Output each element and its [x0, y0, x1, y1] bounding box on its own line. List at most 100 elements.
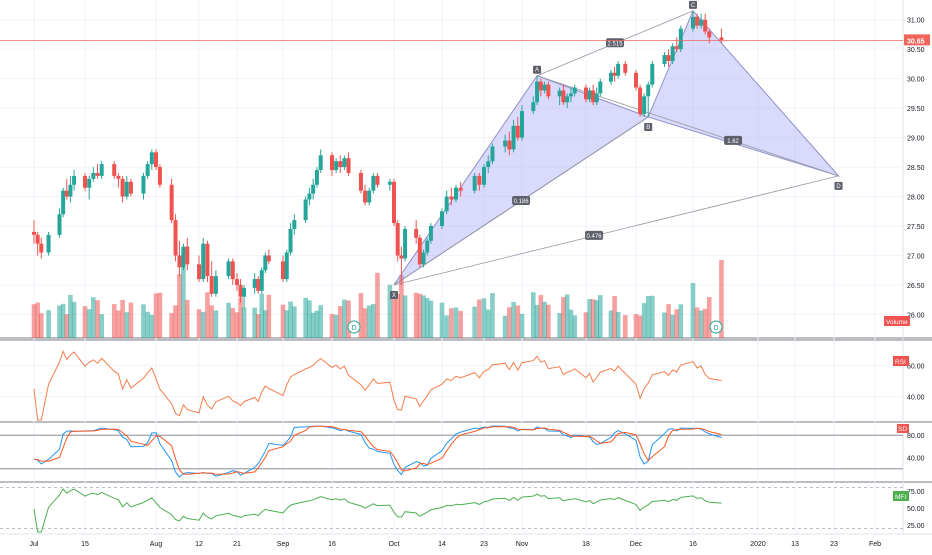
stoch-k-line — [33, 425, 722, 478]
volume-bar — [153, 293, 159, 338]
volume-bar — [337, 306, 343, 338]
candle — [507, 131, 512, 156]
candle-body — [314, 170, 319, 185]
candle — [440, 208, 444, 229]
candle — [503, 134, 508, 153]
event-marker[interactable]: D — [347, 320, 361, 334]
volume-bar — [91, 297, 96, 338]
time-tick-label: 16 — [328, 541, 336, 548]
candle-body — [124, 181, 129, 197]
volume-bar — [333, 314, 339, 338]
volume-bar — [568, 309, 574, 338]
pattern-triangle-bcd[interactable] — [647, 9, 841, 177]
candle — [342, 155, 347, 171]
candle — [141, 172, 146, 200]
volume-bar — [590, 299, 596, 338]
candle — [421, 249, 426, 268]
time-tick-label: 14 — [438, 541, 446, 548]
ratio-label-text: 0.476 — [587, 234, 603, 240]
ratio-label-bg — [512, 195, 531, 205]
volume-bar — [31, 304, 37, 338]
volume-bar — [238, 297, 243, 338]
candle — [292, 214, 297, 235]
volume-bar — [583, 312, 589, 338]
volume-bar — [698, 310, 704, 338]
candle-body — [145, 164, 150, 176]
candle — [177, 240, 182, 277]
candle — [238, 279, 243, 303]
volume-bar — [612, 296, 617, 338]
candle-body — [64, 190, 69, 197]
candle — [307, 187, 312, 206]
stoch-tick-label: 40.00 — [907, 456, 925, 463]
candle-body — [568, 93, 573, 97]
event-marker[interactable]: D — [709, 320, 723, 334]
mfi-tag — [893, 491, 909, 501]
time-tick-label: Sep — [277, 541, 290, 548]
candle-body — [338, 161, 343, 168]
candle-body — [72, 175, 77, 185]
candle-body — [157, 167, 162, 185]
candle-body — [57, 214, 62, 235]
candle — [520, 105, 524, 141]
candle-body — [503, 140, 508, 147]
candle-body — [444, 196, 449, 212]
point-label-bg — [689, 0, 697, 9]
last-price-text: 30.65 — [907, 38, 925, 45]
candle — [303, 196, 308, 224]
point-label-text: X — [392, 293, 396, 299]
pattern-point-d[interactable]: D — [834, 181, 843, 190]
candle-body — [288, 228, 293, 253]
candle-body — [670, 46, 675, 61]
candle-body — [546, 84, 551, 97]
time-tick-label: 16 — [689, 541, 697, 548]
candle-body — [486, 161, 491, 168]
candle — [472, 172, 477, 194]
volume-bar — [86, 309, 92, 338]
volume-bar — [95, 300, 100, 338]
pattern-point-a[interactable]: A — [533, 65, 542, 74]
time-tick-label: 15 — [81, 541, 89, 548]
volume-bar — [266, 294, 272, 338]
candle-body — [311, 184, 316, 194]
volume-bar — [329, 313, 335, 338]
candle-body — [185, 246, 190, 265]
volume-bar — [307, 300, 312, 338]
candle — [242, 284, 247, 309]
candle-body — [99, 164, 104, 176]
candle — [565, 93, 570, 109]
candle-body — [399, 255, 404, 259]
volume-bar — [196, 309, 202, 338]
candle-body — [68, 184, 73, 197]
candle-body — [209, 276, 214, 294]
price-tick-label: 28.50 — [907, 165, 925, 172]
point-label-bg — [390, 290, 398, 299]
pattern-point-c[interactable]: C — [689, 0, 697, 9]
volume-bar — [472, 306, 477, 338]
event-marker-circle[interactable] — [709, 320, 723, 334]
volume-bar — [82, 306, 88, 338]
pattern-point-x[interactable]: X — [390, 290, 398, 299]
volume-bar — [213, 310, 219, 338]
candle — [284, 249, 289, 283]
candle — [561, 84, 566, 106]
harmonic-pattern[interactable]: 0.186 2.515 1.62 0.476 X A B C D — [390, 0, 843, 299]
pattern-point-b[interactable]: B — [644, 122, 653, 131]
candle — [546, 81, 551, 100]
volume-bar — [234, 312, 240, 338]
candle-body — [128, 181, 133, 194]
candle-body — [252, 279, 257, 288]
price-tick-label: 28.00 — [907, 195, 925, 202]
candle — [318, 149, 323, 173]
candle — [387, 178, 392, 191]
candle-body — [303, 199, 308, 221]
candle-body — [454, 187, 458, 200]
volume-bar — [706, 297, 712, 338]
candle-body — [87, 178, 92, 188]
volume-bar — [519, 313, 525, 338]
event-marker-circle[interactable] — [347, 320, 361, 334]
candle-body — [35, 234, 40, 244]
candle-body — [263, 255, 268, 271]
